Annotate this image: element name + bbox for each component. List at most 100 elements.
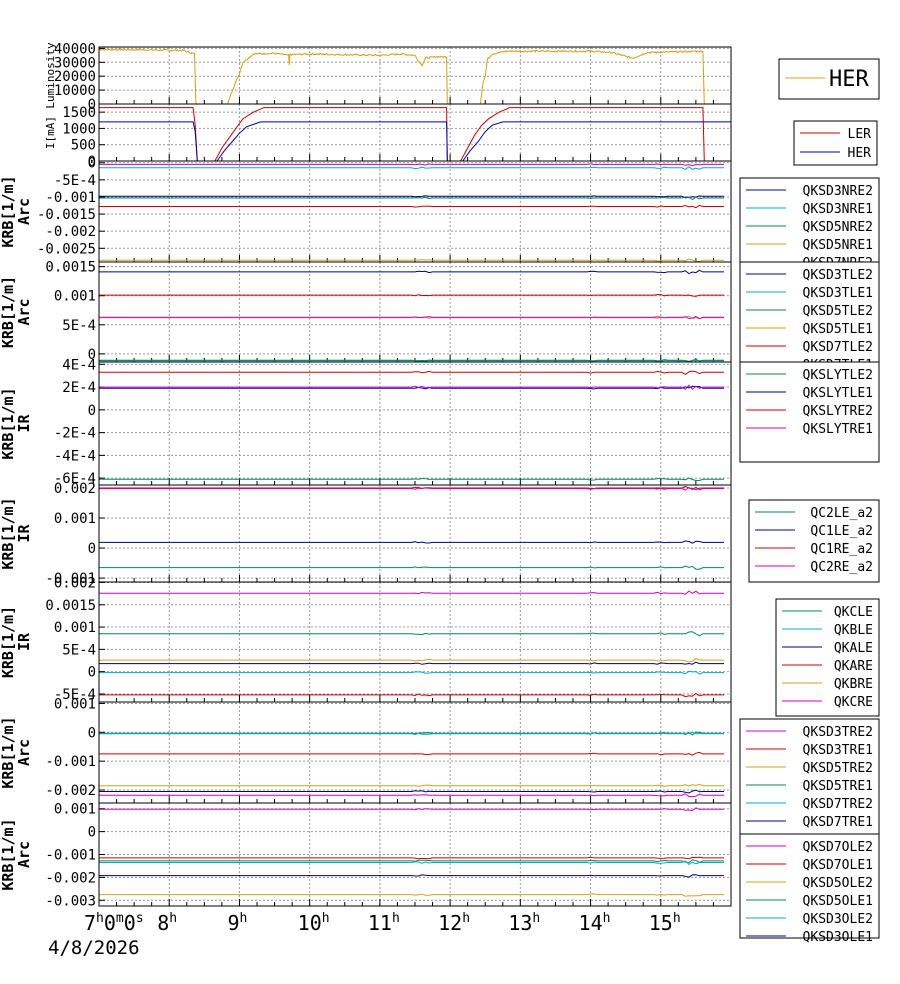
series-line <box>99 486 724 491</box>
legend: QKCLE QKBLE QKALE QKARE QKBRE QKCRE <box>775 598 880 717</box>
series-line <box>99 874 724 878</box>
series-line <box>99 856 724 860</box>
legend-label: QKSLYTLE2 <box>803 368 873 383</box>
series-line <box>99 204 724 209</box>
x-tick-label: 11h <box>368 911 400 935</box>
series-line <box>99 370 724 375</box>
y-tick-label: -0.002 <box>45 870 96 886</box>
series-line <box>99 860 724 866</box>
y-axis-label: KRB[1/m] <box>0 175 17 247</box>
series-line <box>99 121 731 162</box>
y-axis-label: KRB[1/m] <box>0 387 17 459</box>
legend-label: QKSD7TLE2 <box>803 340 873 355</box>
legend: QKSLYTLE2 QKSLYTLE1 QKSLYTRE2 QKSLYTRE1 <box>739 361 880 463</box>
panel-5: 4E-4 2E-4 0 -2E-4 -4E-4 -6E-4 KRB[1/m]IR QKSLYT… <box>0 357 880 487</box>
panel-frame <box>98 160 732 263</box>
y-tick-label: 1500 <box>62 105 96 121</box>
y-tick-label: -5E-4 <box>54 173 96 189</box>
legend-box <box>793 120 878 166</box>
series-line <box>99 384 724 390</box>
legend-box <box>739 177 880 263</box>
legend-label: QC1RE_a2 <box>810 542 873 557</box>
legend-label: QKBLE <box>834 623 873 638</box>
legend-label: HER <box>829 67 869 92</box>
legend: HER <box>778 58 880 100</box>
series-line <box>99 358 724 362</box>
legend-label: QKALE <box>834 641 873 656</box>
y-tick-label: 5E-4 <box>62 318 96 334</box>
y-tick-label: 0 <box>88 725 96 741</box>
legend-label: QKSLYTLE1 <box>803 386 873 401</box>
series-line <box>99 657 724 663</box>
panel-9: 0.001 0 -0.001 -0.002 -0.003 KRB[1/m]Arc QKSD7… <box>0 802 880 945</box>
y-axis-label: Luminosity <box>44 42 57 109</box>
series-line <box>99 107 731 162</box>
legend-label: QKSD5TRE2 <box>803 761 873 776</box>
legend: QKSD3TLE2 QKSD3TLE1 QKSD5TLE2 QKSD5TLE1 QKSD… <box>739 261 880 373</box>
legend-box <box>778 58 880 100</box>
legend-box <box>775 598 880 717</box>
legend-label: QKSD5TLE1 <box>803 322 873 337</box>
series-line <box>99 293 724 297</box>
y-tick-label: 5E-4 <box>62 642 96 658</box>
legend-label: QKSD5TRE1 <box>803 779 873 794</box>
legend-label: HER <box>848 146 872 161</box>
series-line <box>99 385 724 390</box>
panel-6: 0.002 0.001 0 -0.001 KRB[1/m]IR QC2LE_a2 QC1LE… <box>0 481 880 587</box>
legend-label: QKSD7OLE2 <box>803 840 873 855</box>
y-axis-label: IR <box>15 524 33 543</box>
panel-7: 0.002 0.0015 0.001 5E-4 0 -5E-4 KRB[1/m]IR QKCL… <box>0 575 880 717</box>
y-tick-label: 0 <box>88 825 96 841</box>
y-tick-label: -0.003 <box>45 893 96 909</box>
y-tick-label: -0.001 <box>45 848 96 864</box>
legend-label: LER <box>848 127 872 142</box>
y-tick-label: 0.001 <box>54 620 96 636</box>
series-line <box>99 166 724 170</box>
x-axis-labels: 7h0m0s 8h 9h 10h 11h 12h 13h 14h 15h <box>84 911 681 935</box>
x-tick-label: 12h <box>438 911 470 935</box>
series-line <box>99 258 724 263</box>
legend-label: QKSD5OLE1 <box>803 894 873 909</box>
series-line <box>99 789 724 794</box>
y-axis-label: KRB[1/m] <box>0 497 17 569</box>
y-tick-label: 1000 <box>62 121 96 137</box>
y-tick-label: 2E-4 <box>62 380 96 396</box>
y-tick-label: 0.002 <box>54 575 96 591</box>
legend-label: QKCRE <box>834 695 873 710</box>
legend-label: QKSD3TLE1 <box>803 286 873 301</box>
legend-label: QKSD3TRE2 <box>803 725 873 740</box>
x-tick-label: 15h <box>649 911 681 935</box>
series-line <box>99 793 724 798</box>
y-axis-label: Arc <box>15 198 33 225</box>
panel-3: 0 -5E-4-0.001-0.0015-0.002-0.0025 KRB[1/m]… <box>0 156 880 289</box>
y-tick-label: 500 <box>71 138 96 154</box>
y-tick-label: -0.001 <box>45 190 96 206</box>
y-tick-label: 4E-4 <box>62 357 96 373</box>
legend-label: QKSLYTRE1 <box>803 422 873 437</box>
legend-box <box>739 718 880 835</box>
legend-label: QKBRE <box>834 677 873 692</box>
series-line <box>99 893 724 897</box>
series-line <box>99 670 724 675</box>
y-axis-label: Arc <box>15 841 33 868</box>
legend-box <box>739 361 880 463</box>
y-axis-label: IR <box>15 632 33 651</box>
series-line <box>99 590 724 595</box>
y-tick-label: -0.002 <box>45 783 96 799</box>
x-tick-label: 10h <box>298 911 330 935</box>
series-line <box>99 477 724 481</box>
y-axis-label: KRB[1/m] <box>0 606 17 678</box>
legend: QC2LE_a2 QC1LE_a2 QC1RE_a2 QC2RE_a2 <box>748 499 880 583</box>
legend: QKSD3TRE2 QKSD3TRE1 QKSD5TRE2 QKSD5TRE1 QKSD… <box>739 718 880 835</box>
panel-frame <box>98 581 732 703</box>
y-tick-label: 40000 <box>54 41 96 57</box>
y-tick-label: -0.002 <box>45 224 96 240</box>
legend-label: QC1LE_a2 <box>810 524 873 539</box>
series-line <box>99 807 724 812</box>
y-axis-label: KRB[1/m] <box>0 818 17 890</box>
legend-label: QKSD7TRE2 <box>803 797 873 812</box>
y-tick-label: -0.0015 <box>37 207 96 223</box>
x-tick-label: 7h0m0s <box>84 911 144 935</box>
series-line <box>99 163 724 167</box>
x-tick-label: 9h <box>227 911 247 935</box>
